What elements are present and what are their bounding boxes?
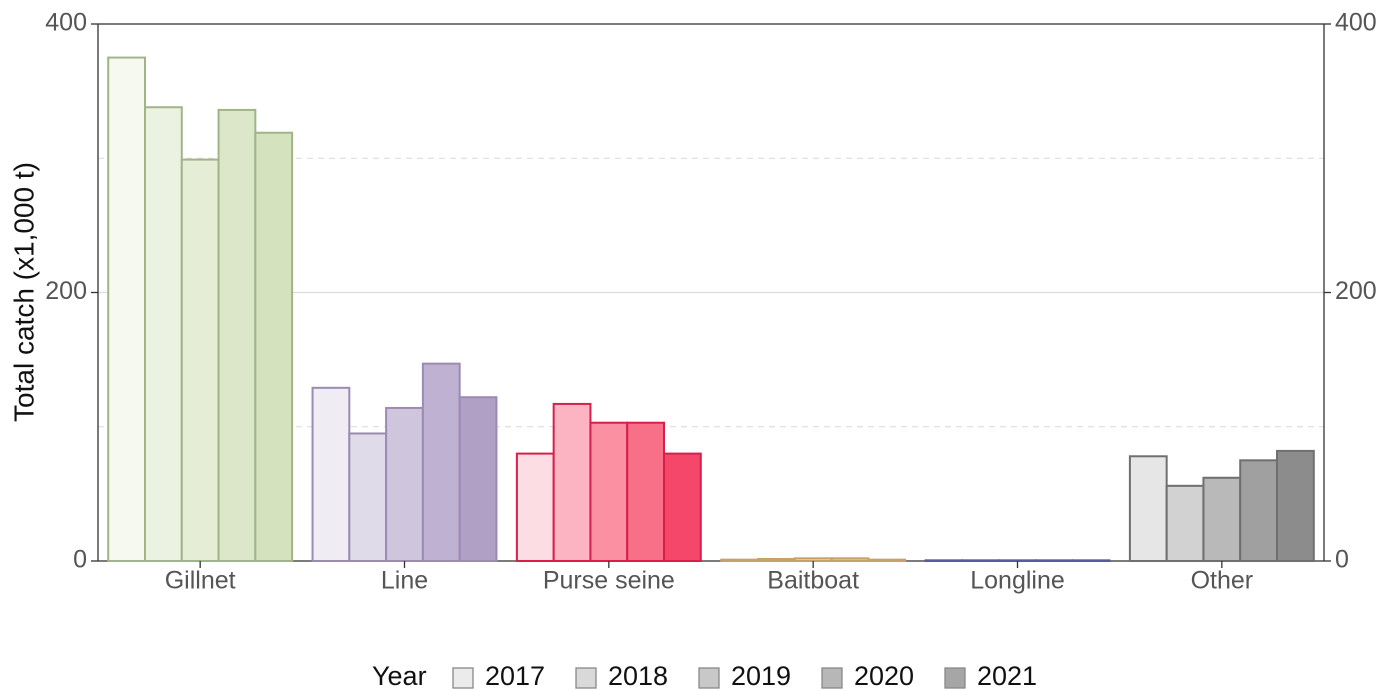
legend-title: Year [372,661,427,691]
legend-swatch [575,667,597,689]
bar [1165,484,1205,563]
legend-label: 2021 [977,661,1037,691]
bar [143,106,183,563]
y-tick-label: 0 [73,546,87,574]
bar [348,432,388,562]
bar [1071,559,1111,562]
bar [830,557,870,563]
bar [1128,455,1168,562]
bar [961,559,1001,562]
bar [720,558,759,562]
x-tick-label: Longline [970,567,1065,595]
legend-swatch [944,667,966,689]
y-tick-label: 400 [45,9,87,37]
bar [626,421,666,562]
legend-label: 2019 [731,661,791,691]
y-tick-label: 200 [45,277,87,305]
bar [867,558,907,562]
y2-tick-label: 0 [1335,546,1349,574]
bar [385,406,424,562]
bar [589,421,629,562]
legend-swatch [698,667,720,689]
y2-tick-label: 400 [1335,9,1377,37]
bar [107,56,146,562]
bar [924,559,964,562]
legend-label: 2017 [485,661,545,691]
bar [180,158,220,562]
bar [217,108,257,562]
bar [793,557,833,563]
y-axis-title: Total catch (x1,000 t) [8,162,39,422]
x-tick-label: Line [381,567,428,595]
bar [515,452,555,563]
bar [1239,459,1279,562]
bar [421,362,461,562]
legend-label: 2018 [608,661,668,691]
legend-swatch [821,667,843,689]
x-tick-label: Gillnet [165,567,236,595]
bar [552,402,592,562]
bar [1276,449,1315,563]
bar [1034,559,1074,562]
bar [663,452,702,563]
bar [311,386,351,562]
bar [458,396,498,562]
bar [756,557,796,563]
x-tick-label: Purse seine [543,567,675,595]
x-tick-label: Baitboat [767,567,859,595]
bar [998,559,1037,562]
y2-tick-label: 200 [1335,277,1377,305]
bar [254,131,294,562]
x-tick-label: Other [1191,567,1254,595]
legend-label: 2020 [854,661,914,691]
bar [1202,476,1242,563]
legend-swatch [452,667,474,689]
